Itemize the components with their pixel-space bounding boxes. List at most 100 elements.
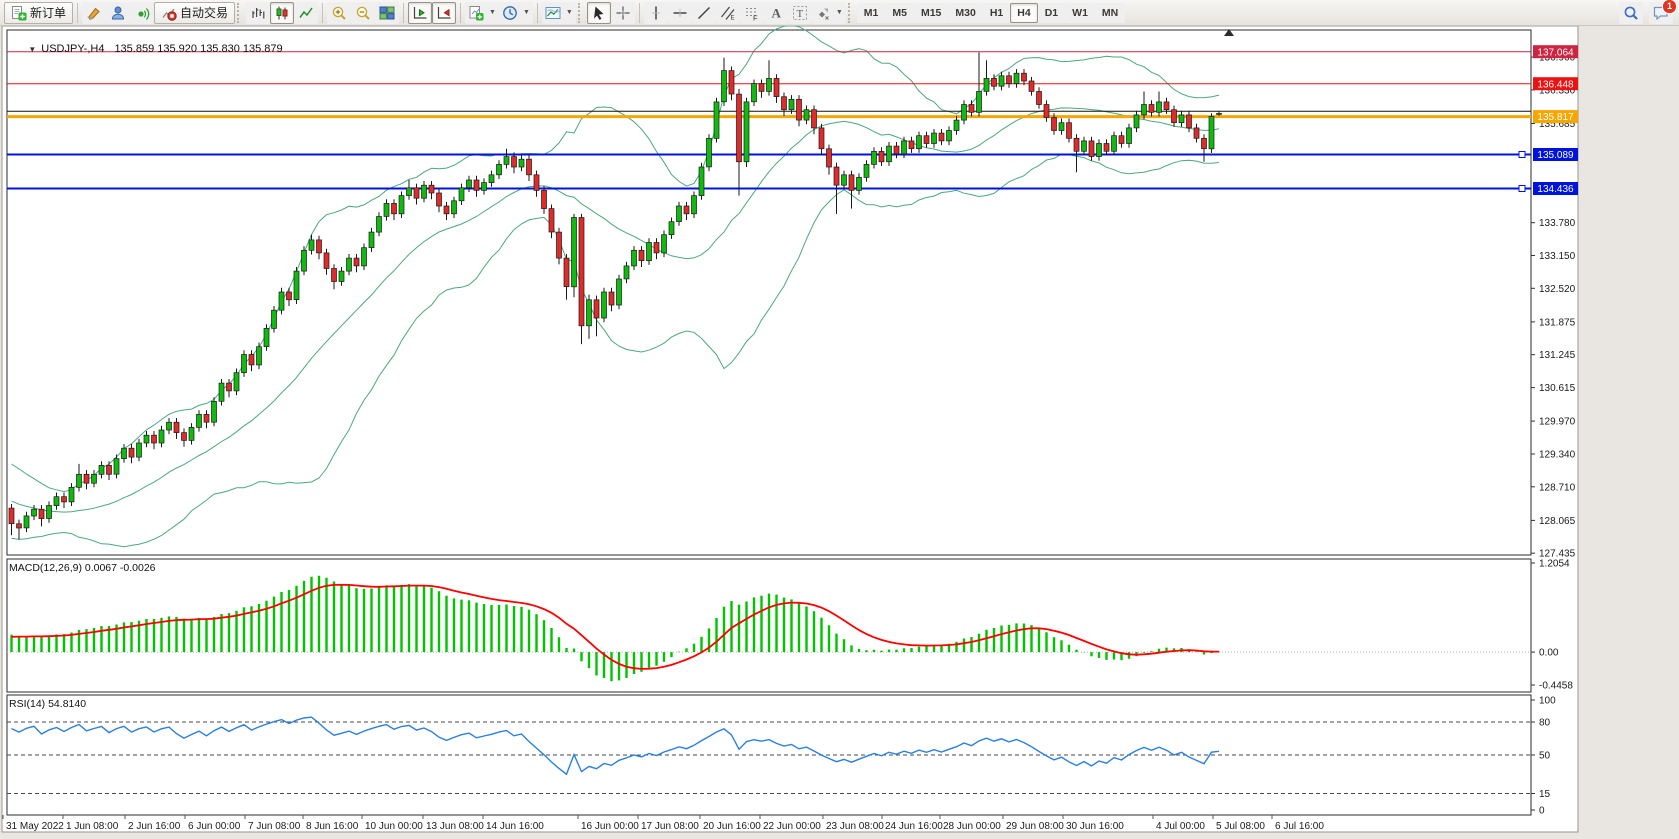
svg-text:5 Jul 08:00: 5 Jul 08:00 — [1216, 821, 1265, 832]
channel-tool-button[interactable]: E — [715, 1, 740, 24]
dropdown-caret: ▼ — [835, 9, 843, 16]
tile-windows-icon — [379, 5, 395, 21]
dropdown-caret: ▼ — [489, 9, 496, 16]
horizontal-line-tool-button[interactable] — [667, 1, 692, 24]
svg-text:133.150: 133.150 — [1539, 251, 1576, 262]
tile-windows-button[interactable] — [375, 1, 400, 24]
chart-title: ▼ USDJPY-,H4 135.859 135.920 135.830 135.8… — [10, 31, 282, 67]
svg-text:24 Jun 16:00: 24 Jun 16:00 — [885, 821, 943, 832]
search-button[interactable] — [1619, 1, 1643, 24]
svg-text:128.065: 128.065 — [1539, 516, 1576, 527]
chart-image-button[interactable]: ▼ — [541, 1, 576, 24]
svg-text:135.089: 135.089 — [1537, 150, 1574, 161]
clock-icon — [502, 5, 518, 21]
svg-text:80: 80 — [1539, 718, 1551, 729]
svg-text:0: 0 — [1539, 806, 1545, 817]
svg-text:131.875: 131.875 — [1539, 317, 1576, 328]
timeframe-button-m30[interactable]: M30 — [948, 2, 983, 23]
svg-text:13 Jun 08:00: 13 Jun 08:00 — [426, 821, 484, 832]
new-order-label: 新订单 — [30, 6, 67, 20]
svg-text:1.2054: 1.2054 — [1539, 559, 1570, 570]
svg-text:29 Jun 08:00: 29 Jun 08:00 — [1006, 821, 1064, 832]
chart-dropdown-marker[interactable]: ▼ — [28, 45, 37, 54]
timeframe-button-w1[interactable]: W1 — [1065, 2, 1095, 23]
chart-shift-button[interactable] — [408, 1, 433, 24]
svg-text:136.448: 136.448 — [1537, 79, 1574, 90]
chart-image-icon — [545, 5, 561, 21]
candlestick-chart-button[interactable] — [270, 1, 295, 24]
auto-scroll-icon — [436, 5, 452, 21]
svg-text:135.817: 135.817 — [1537, 112, 1574, 123]
community-icon — [110, 5, 126, 21]
bar-chart-icon — [250, 5, 266, 21]
signals-button[interactable] — [130, 1, 155, 24]
svg-text:135.685: 135.685 — [1539, 119, 1576, 130]
period-clock-button[interactable]: ▼ — [498, 1, 533, 24]
line-chart-button[interactable] — [294, 1, 319, 24]
svg-text:0.00: 0.00 — [1539, 648, 1559, 659]
autotrade-button[interactable]: 自动交易 — [154, 1, 236, 24]
chart-canvas[interactable]: 136.960136.330135.685133.780133.150132.5… — [0, 26, 1679, 839]
time-axis: 31 May 2022 1 Jun 08:00 2 Jun 16:00 6 Jun 0… — [2, 815, 1324, 832]
svg-text:15: 15 — [1539, 789, 1551, 800]
symbol-period-text: USDJPY-,H4 — [41, 43, 105, 55]
svg-text:130.615: 130.615 — [1539, 383, 1576, 394]
arrows-tool-button[interactable]: ▼ — [811, 1, 846, 24]
svg-text:132.520: 132.520 — [1539, 284, 1576, 295]
cursor-icon — [591, 5, 607, 21]
svg-text:2 Jun 16:00: 2 Jun 16:00 — [128, 821, 181, 832]
toolbar-separator — [638, 2, 640, 23]
timeframe-button-h1[interactable]: H1 — [982, 2, 1011, 23]
cursor-tool-button[interactable] — [586, 1, 611, 24]
timeframe-button-mn[interactable]: MN — [1094, 2, 1126, 23]
rsi-levels — [7, 721, 1531, 794]
text-icon: A — [768, 5, 784, 21]
svg-text:137.064: 137.064 — [1537, 47, 1574, 58]
chart-window: 136.960136.330135.685133.780133.150132.5… — [0, 26, 1679, 839]
timeframe-button-m1[interactable]: M1 — [856, 2, 886, 23]
new-chart-icon — [468, 5, 484, 21]
svg-text:127.435: 127.435 — [1539, 549, 1576, 560]
svg-text:4 Jul 00:00: 4 Jul 00:00 — [1156, 821, 1205, 832]
horizontal-line-icon — [672, 5, 688, 21]
vertical-line-tool-button[interactable] — [643, 1, 668, 24]
svg-text:133.780: 133.780 — [1539, 218, 1576, 229]
new-order-button[interactable]: 新订单 — [4, 1, 74, 24]
svg-text:8 Jun 16:00: 8 Jun 16:00 — [306, 821, 359, 832]
notifications-button[interactable]: 1 — [1649, 0, 1677, 24]
timeframe-button-h4[interactable]: H4 — [1010, 2, 1038, 23]
trendline-tool-button[interactable] — [691, 1, 716, 24]
toolbar-separator — [322, 2, 324, 23]
toolbar-grip[interactable] — [577, 2, 583, 23]
toolbar-grip[interactable] — [237, 2, 242, 23]
timeframe-button-m5[interactable]: M5 — [885, 2, 914, 23]
community-button[interactable] — [106, 1, 131, 24]
fibonacci-tool-button[interactable]: F — [739, 1, 764, 24]
new-chart-button[interactable]: ▼ — [465, 1, 499, 24]
text-tool-button[interactable]: A — [763, 1, 788, 24]
search-icon — [1623, 5, 1639, 21]
svg-text:50: 50 — [1539, 751, 1551, 762]
toolbar-separator — [536, 2, 538, 23]
toolbar-grip[interactable] — [847, 2, 853, 23]
fibonacci-icon: F — [744, 5, 760, 21]
trendline-icon — [696, 5, 712, 21]
timeframe-button-m15[interactable]: M15 — [913, 2, 949, 23]
text-label-tool-button[interactable]: T — [787, 1, 812, 24]
toolbar-separator — [403, 2, 405, 23]
zoom-in-button[interactable] — [327, 1, 352, 24]
svg-text:1 Jun 08:00: 1 Jun 08:00 — [66, 821, 119, 832]
svg-text:A: A — [771, 5, 781, 20]
arrows-shapes-icon — [815, 5, 831, 21]
zoom-out-button[interactable] — [351, 1, 376, 24]
chart-shift-icon — [412, 5, 428, 21]
crosshair-tool-button[interactable] — [610, 1, 635, 24]
bar-chart-button[interactable] — [246, 1, 271, 24]
svg-text:131.245: 131.245 — [1539, 350, 1576, 361]
timeframe-button-d1[interactable]: D1 — [1037, 2, 1066, 23]
rsi-axis: 100 80 50 15 0 — [1531, 696, 1556, 817]
candles-layer — [8, 52, 1222, 540]
auto-scroll-button[interactable] — [432, 1, 457, 24]
macd-indicator-label: MACD(12,26,9) 0.0067 -0.0026 — [9, 562, 156, 574]
styles-chisel-button[interactable] — [82, 1, 107, 24]
